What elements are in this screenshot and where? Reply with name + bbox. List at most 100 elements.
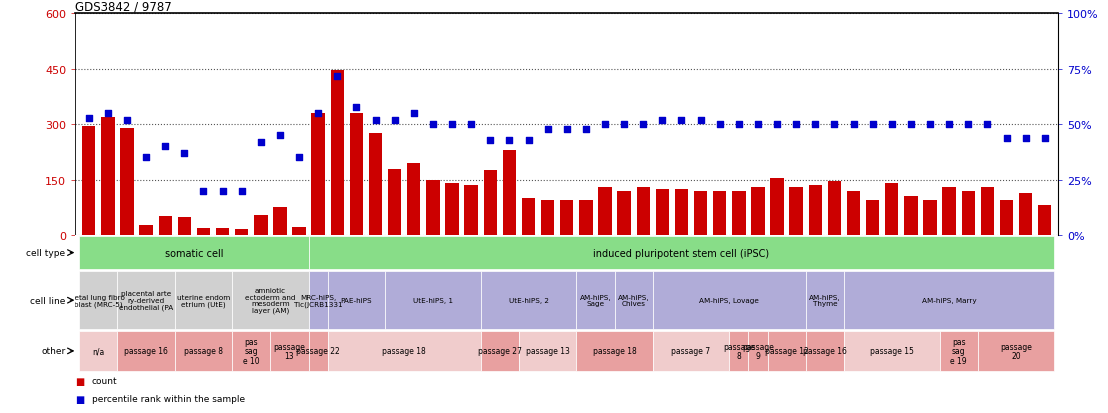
Point	[673, 117, 690, 124]
Point	[902, 121, 920, 128]
Bar	[311, 114, 325, 235]
Point	[252, 139, 269, 146]
Bar	[483, 171, 497, 235]
Bar	[427, 180, 440, 235]
Point	[367, 117, 384, 124]
Point	[825, 121, 843, 128]
Bar	[847, 191, 860, 235]
Text: passage 8: passage 8	[184, 347, 223, 356]
Text: UtE-hiPS, 2: UtE-hiPS, 2	[509, 297, 548, 304]
Point	[844, 121, 862, 128]
Text: passage 18: passage 18	[593, 347, 636, 356]
Bar	[82, 127, 95, 235]
Bar	[598, 188, 612, 235]
Bar	[978, 331, 1055, 371]
Bar	[175, 331, 233, 371]
Point	[501, 137, 519, 144]
Text: passage 13: passage 13	[525, 347, 570, 356]
Point	[99, 111, 116, 117]
Point	[424, 121, 442, 128]
Bar	[1038, 206, 1051, 235]
Text: ■: ■	[75, 376, 84, 386]
Point	[960, 121, 977, 128]
Point	[443, 121, 461, 128]
Bar	[729, 331, 748, 371]
Bar	[101, 118, 114, 235]
Point	[615, 121, 633, 128]
Point	[635, 121, 653, 128]
Point	[214, 188, 232, 195]
Bar	[158, 216, 172, 235]
Text: ■: ■	[75, 394, 84, 404]
Bar	[369, 134, 382, 235]
Point	[156, 144, 174, 150]
Bar	[254, 215, 267, 235]
Bar	[768, 331, 806, 371]
Bar	[923, 200, 936, 235]
Text: n/a: n/a	[92, 347, 104, 356]
Point	[309, 111, 327, 117]
Bar	[981, 188, 994, 235]
Bar	[656, 190, 669, 235]
Bar	[828, 182, 841, 235]
Bar	[522, 199, 535, 235]
Point	[328, 73, 346, 80]
Text: UtE-hiPS, 1: UtE-hiPS, 1	[413, 297, 453, 304]
Text: induced pluripotent stem cell (iPSC): induced pluripotent stem cell (iPSC)	[594, 248, 770, 258]
Point	[1017, 135, 1035, 142]
Text: fetal lung fibro
blast (MRC-5): fetal lung fibro blast (MRC-5)	[72, 294, 125, 307]
Text: passage 15: passage 15	[870, 347, 914, 356]
Point	[481, 137, 499, 144]
Bar	[806, 331, 844, 371]
Text: passage 22: passage 22	[296, 347, 340, 356]
Text: somatic cell: somatic cell	[165, 248, 223, 258]
Bar	[328, 272, 386, 329]
Text: AM-hiPS,
Thyme: AM-hiPS, Thyme	[809, 294, 841, 307]
Bar	[904, 197, 917, 235]
Bar	[79, 272, 117, 329]
Text: other: other	[41, 347, 65, 356]
Text: pas
sag
e 19: pas sag e 19	[951, 337, 967, 365]
Bar	[388, 169, 401, 235]
Point	[557, 126, 576, 133]
Point	[749, 121, 767, 128]
Text: cell type: cell type	[27, 249, 65, 257]
Bar	[844, 331, 940, 371]
Bar	[714, 191, 727, 235]
Bar	[464, 186, 478, 235]
Text: GDS3842 / 9787: GDS3842 / 9787	[75, 0, 172, 13]
Point	[348, 104, 366, 111]
Bar	[503, 151, 516, 235]
Bar	[197, 229, 211, 235]
Point	[538, 126, 556, 133]
Bar	[445, 184, 459, 235]
Bar	[560, 200, 574, 235]
Bar	[309, 236, 1055, 270]
Bar	[694, 191, 707, 235]
Point	[788, 121, 806, 128]
Point	[921, 121, 938, 128]
Bar	[732, 191, 746, 235]
Bar	[866, 200, 880, 235]
Bar	[274, 208, 287, 235]
Bar	[235, 230, 248, 235]
Bar	[79, 236, 309, 270]
Point	[195, 188, 213, 195]
Bar	[806, 272, 844, 329]
Bar	[844, 272, 1055, 329]
Point	[596, 121, 614, 128]
Text: pas
sag
e 10: pas sag e 10	[243, 337, 259, 365]
Text: MRC-hiPS,
Tic(JCRB1331: MRC-hiPS, Tic(JCRB1331	[294, 294, 342, 307]
Text: passage 27: passage 27	[478, 347, 522, 356]
Text: count: count	[92, 376, 117, 385]
Text: percentile rank within the sample: percentile rank within the sample	[92, 394, 245, 404]
Bar	[309, 272, 328, 329]
Text: passage 16: passage 16	[124, 347, 168, 356]
Point	[137, 155, 155, 161]
Text: passage
9: passage 9	[742, 342, 773, 361]
Bar	[117, 331, 175, 371]
Bar	[79, 331, 117, 371]
Point	[386, 117, 403, 124]
Bar	[751, 188, 765, 235]
Bar	[407, 164, 420, 235]
